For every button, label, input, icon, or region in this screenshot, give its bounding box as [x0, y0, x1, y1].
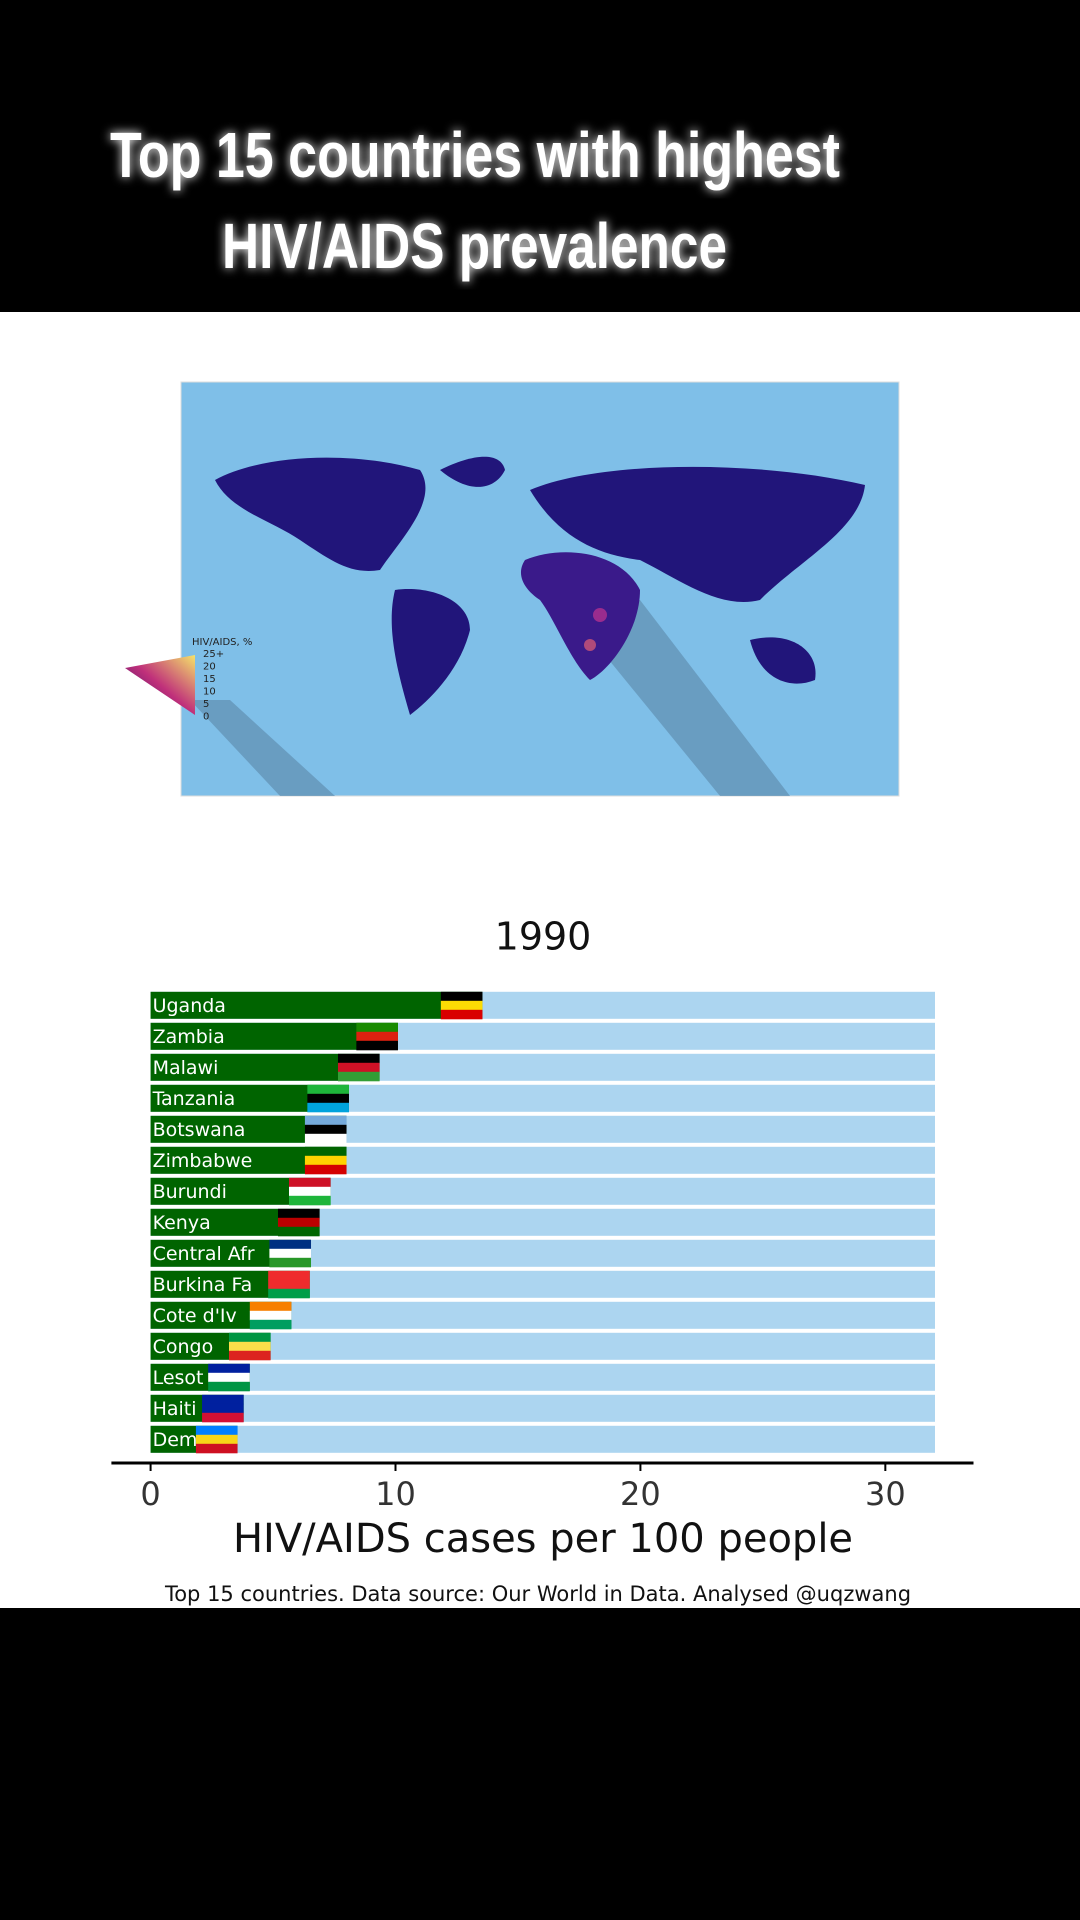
bar-label: Uganda	[153, 995, 226, 1017]
top-band	[0, 0, 1080, 312]
bar-label: Congo	[153, 1336, 214, 1358]
bar-track	[150, 1332, 935, 1360]
header-title: HIV/AIDS prevalence	[222, 210, 727, 282]
flag-stripe	[195, 1434, 238, 1445]
bar-label: Botswana	[153, 1119, 246, 1141]
chart-title: 1990	[495, 915, 592, 959]
flag-stripe	[268, 1288, 310, 1299]
bar-label: Zimbabwe	[153, 1150, 253, 1172]
flag-stripe	[208, 1363, 250, 1374]
map-shadow	[190, 700, 335, 796]
bar-label: Burundi	[153, 1181, 227, 1203]
bar-label: Zambia	[153, 1026, 225, 1048]
bar	[150, 991, 483, 1019]
map-land	[530, 466, 865, 602]
flag-stripe	[268, 1279, 310, 1290]
bar-label: Burkina Fa	[153, 1274, 253, 1296]
flag-stripe	[228, 1350, 271, 1361]
bar-label: Cote d'Iv	[153, 1305, 237, 1327]
map-legend-wedge	[125, 655, 195, 715]
bar-track	[150, 1425, 935, 1453]
map-land	[391, 589, 470, 715]
flag-stripe	[288, 1195, 331, 1206]
bar-label: Lesot	[153, 1367, 204, 1389]
flag-stripe	[269, 1257, 312, 1268]
x-tick-label: 30	[865, 1475, 906, 1513]
flag-stripe	[307, 1102, 349, 1113]
header-title: Top 15 countries with highest	[110, 119, 840, 191]
x-tick-label: 0	[140, 1475, 160, 1513]
map-legend-label: 15	[203, 674, 216, 685]
flag-stripe	[304, 1115, 347, 1126]
bar-label: Haiti	[153, 1398, 197, 1420]
flag-stripe	[307, 1084, 349, 1095]
map-highlight	[593, 608, 607, 622]
bar-label: Kenya	[153, 1212, 211, 1234]
flag-stripe	[202, 1412, 244, 1423]
flag-stripe	[337, 1062, 380, 1073]
x-axis-label: HIV/AIDS cases per 100 people	[233, 1516, 853, 1562]
flag-stripe	[440, 991, 483, 1002]
map-legend-label: 5	[203, 699, 209, 710]
flag-stripe	[440, 1000, 483, 1011]
caption: Top 15 countries. Data source: Our World…	[164, 1582, 911, 1606]
flag-stripe	[249, 1319, 292, 1330]
flag-stripe	[228, 1332, 271, 1343]
map-legend-label: 0	[203, 712, 209, 723]
map-legend-label: 25+	[203, 649, 224, 660]
x-tick-label: 20	[620, 1475, 661, 1513]
flag-stripe	[208, 1372, 250, 1383]
bar-label: Dem	[153, 1429, 198, 1451]
flag-stripe	[195, 1443, 238, 1454]
flag-stripe	[288, 1186, 331, 1197]
flag-stripe	[249, 1301, 292, 1312]
flag-stripe	[304, 1146, 347, 1157]
flag-stripe	[269, 1248, 312, 1259]
flag-stripe	[304, 1124, 347, 1135]
flag-stripe	[356, 1031, 398, 1042]
flag-stripe	[440, 1009, 483, 1020]
map-legend-title: HIV/AIDS, %	[192, 637, 252, 648]
flag-stripe	[269, 1239, 312, 1250]
map-land	[750, 637, 816, 684]
bar-label: Central Afr	[153, 1243, 255, 1265]
map-legend-label: 20	[203, 662, 216, 673]
flag-stripe	[277, 1217, 320, 1228]
flag-stripe	[202, 1394, 244, 1405]
flag-stripe	[249, 1310, 292, 1321]
bar-track	[150, 1394, 935, 1422]
flag-stripe	[195, 1425, 238, 1436]
map-land	[215, 457, 426, 571]
flag-stripe	[228, 1341, 271, 1352]
x-tick-label: 10	[375, 1475, 416, 1513]
map-land	[520, 552, 640, 680]
map-legend-label: 10	[203, 687, 216, 698]
bar-label: Malawi	[153, 1057, 219, 1079]
flag-stripe	[337, 1071, 380, 1082]
map-land	[440, 456, 505, 487]
flag-stripe	[356, 1040, 398, 1051]
flag-stripe	[337, 1053, 380, 1064]
flag-stripe	[208, 1381, 250, 1392]
flag-stripe	[356, 1022, 398, 1033]
map-highlight	[584, 639, 596, 651]
flag-stripe	[288, 1177, 331, 1188]
flag-stripe	[304, 1133, 347, 1144]
flag-stripe	[277, 1208, 320, 1219]
flag-stripe	[268, 1270, 310, 1281]
flag-stripe	[304, 1164, 347, 1175]
bar-label: Tanzania	[152, 1088, 236, 1110]
bar-track	[150, 1363, 935, 1391]
flag-stripe	[304, 1155, 347, 1166]
flag-stripe	[277, 1226, 320, 1237]
flag-stripe	[202, 1403, 244, 1414]
bottom-band	[0, 1608, 1080, 1920]
flag-stripe	[307, 1093, 349, 1104]
